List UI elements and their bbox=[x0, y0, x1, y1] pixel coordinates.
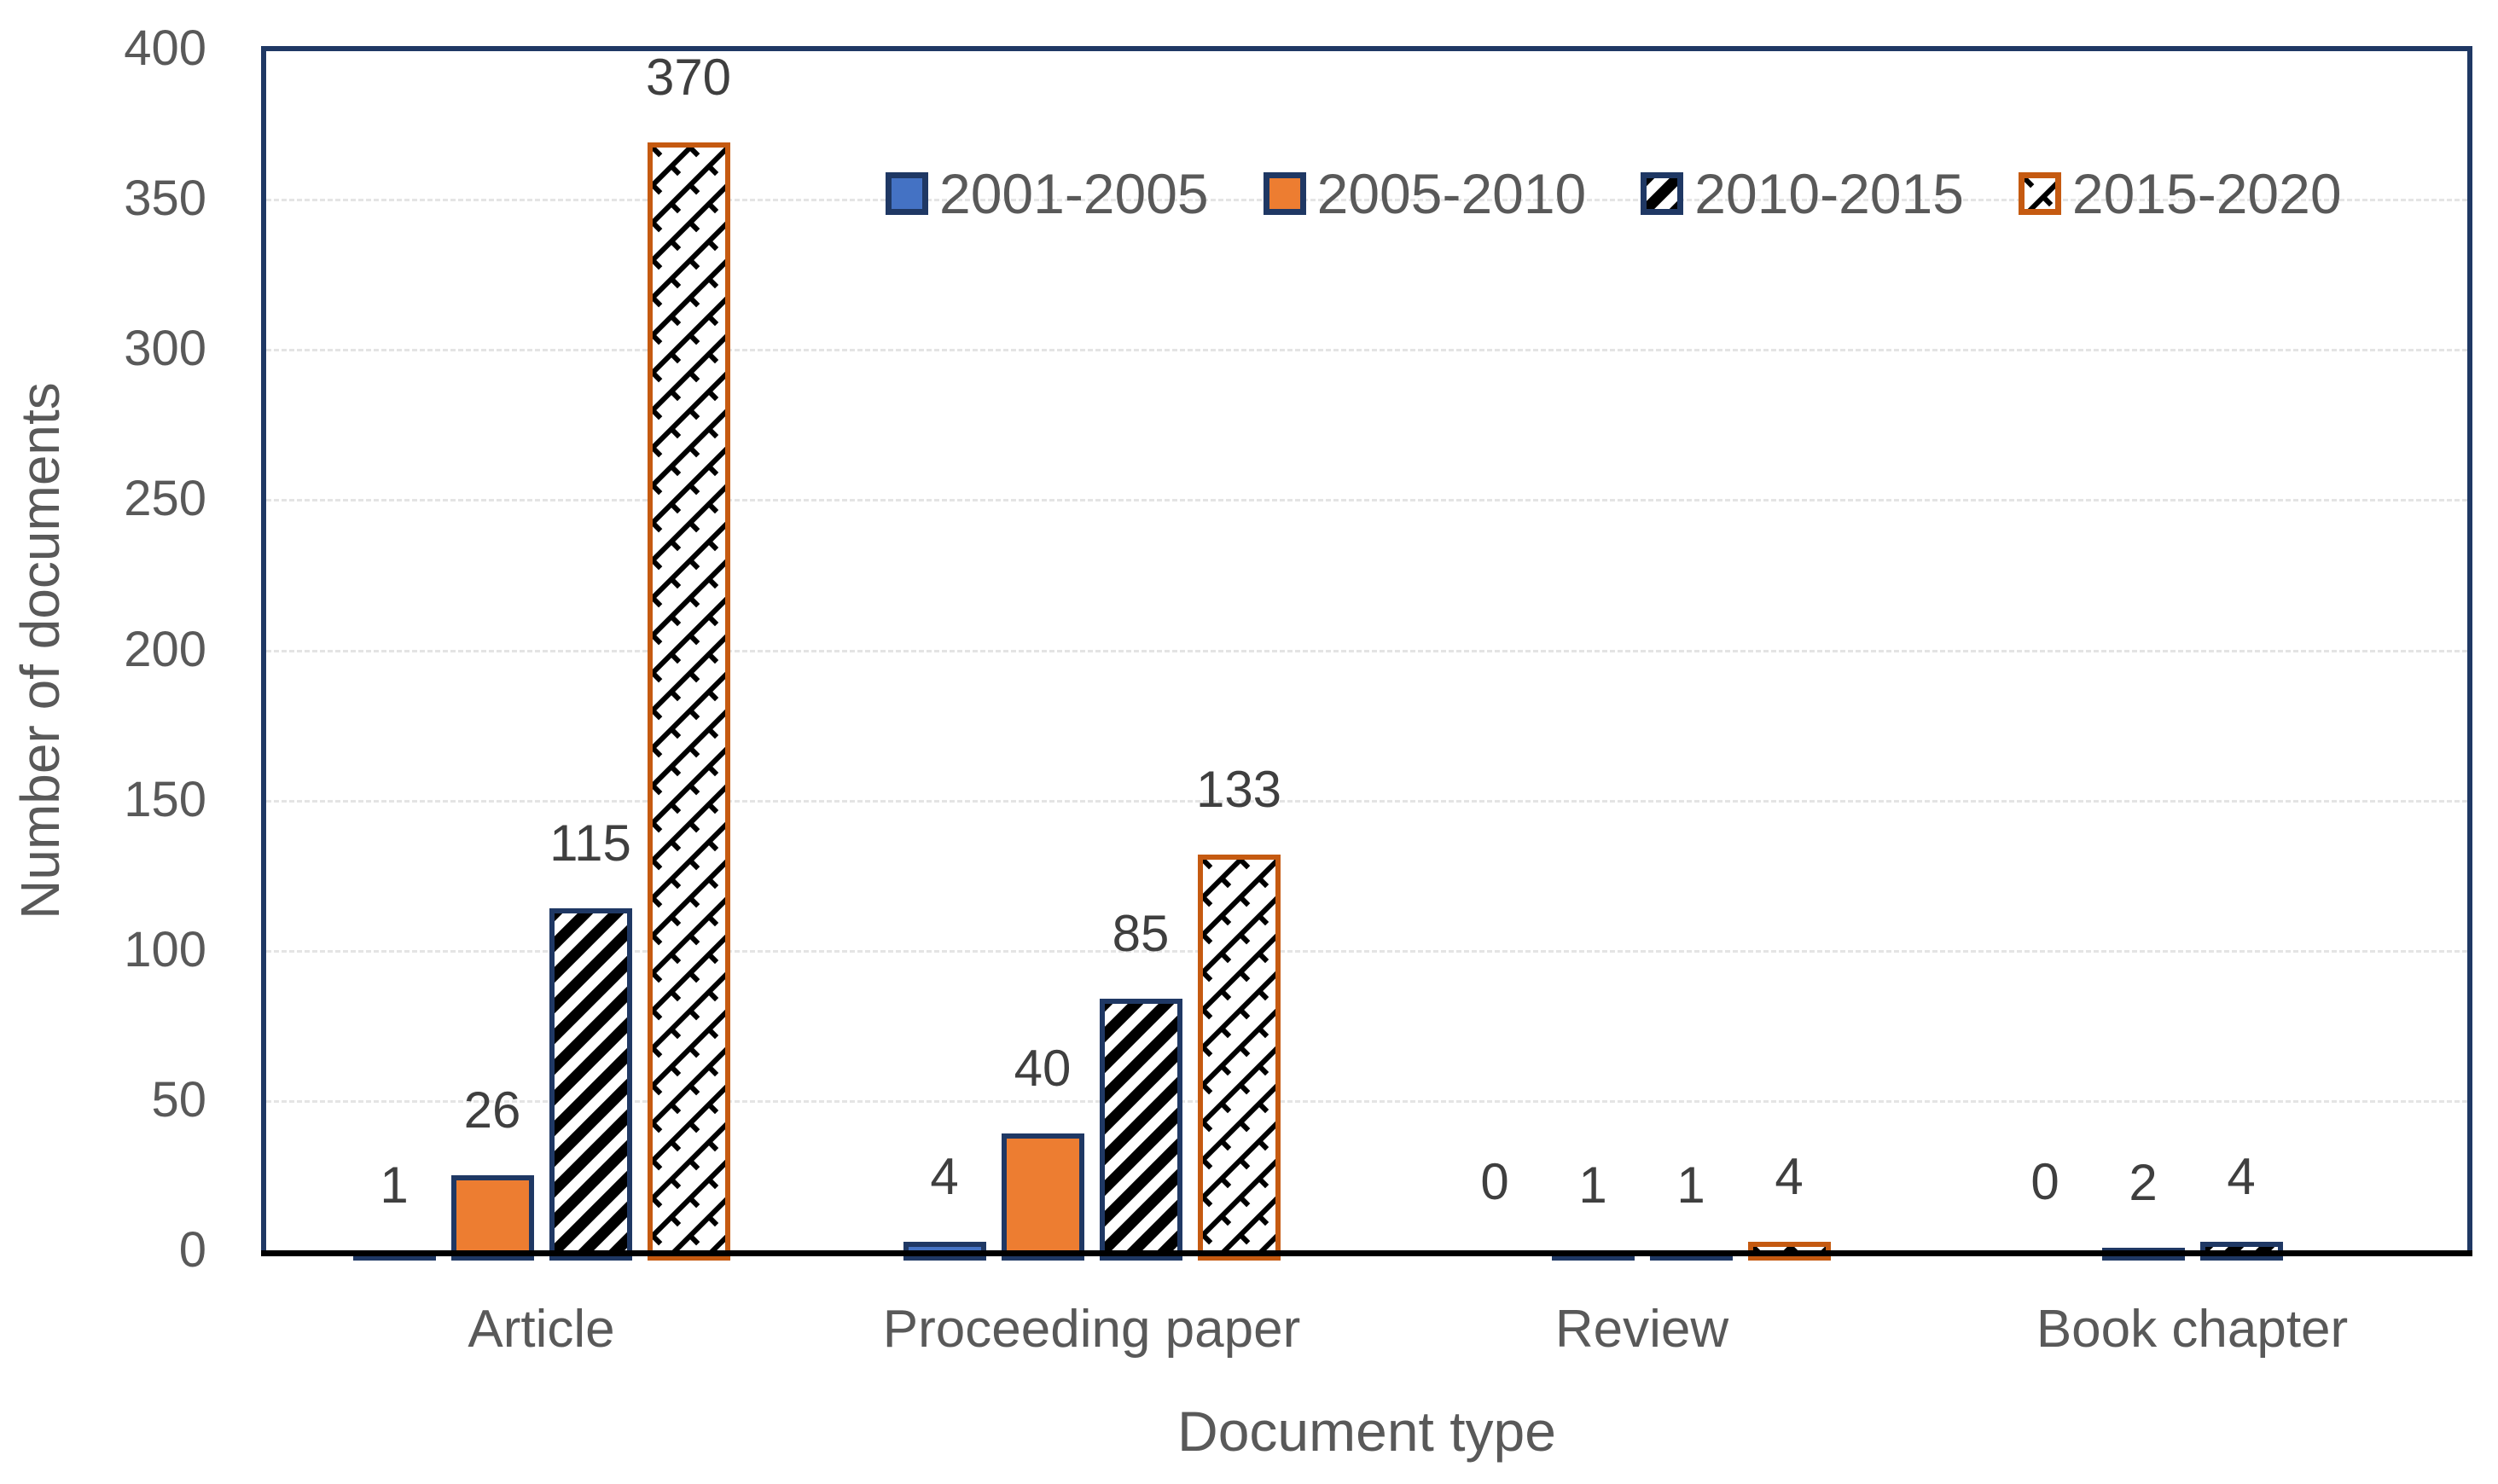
data-label-2010-2015-review: 1 bbox=[1676, 1156, 1705, 1214]
data-label-2010-2015-proceeding-paper: 85 bbox=[1112, 904, 1170, 962]
data-label-2015-2020-review: 4 bbox=[1775, 1147, 1804, 1205]
y-axis-title: Number of documents bbox=[9, 382, 71, 919]
gridline-300 bbox=[266, 349, 2467, 352]
y-tick-label-0: 0 bbox=[178, 1222, 206, 1278]
legend-swatch-diagonal-weave-icon bbox=[2018, 172, 2061, 215]
y-tick-label-400: 400 bbox=[124, 20, 206, 76]
x-axis-line bbox=[261, 1250, 2472, 1256]
y-tick-label-100: 100 bbox=[124, 921, 206, 977]
gridline-350 bbox=[266, 199, 2467, 202]
gridline-200 bbox=[266, 649, 2467, 652]
y-tick-label-200: 200 bbox=[124, 621, 206, 677]
legend-item-2001-2005: 2001-2005 bbox=[886, 164, 1209, 223]
x-axis-title: Document type bbox=[1177, 1400, 1556, 1463]
category-label-proceeding-paper: Proceeding paper bbox=[882, 1300, 1301, 1359]
category-label-review: Review bbox=[1554, 1300, 1729, 1359]
y-tick-label-350: 350 bbox=[124, 171, 206, 227]
category-label-book-chapter: Book chapter bbox=[2036, 1300, 2349, 1359]
data-label-2001-2005-proceeding-paper: 4 bbox=[930, 1147, 959, 1205]
data-label-2010-2015-book-chapter: 4 bbox=[2227, 1147, 2256, 1205]
bar-2005-2010-proceeding-paper bbox=[1001, 1133, 1084, 1261]
bar-2010-2015-proceeding-paper bbox=[1099, 998, 1182, 1261]
bar-2015-2020-article bbox=[647, 142, 730, 1261]
bar-2015-2020-proceeding-paper bbox=[1197, 854, 1281, 1261]
gridline-50 bbox=[266, 1099, 2467, 1103]
data-label-2005-2010-review: 1 bbox=[1578, 1156, 1607, 1214]
y-tick-label-50: 50 bbox=[151, 1071, 206, 1127]
legend-item-2015-2020: 2015-2020 bbox=[2018, 162, 2342, 225]
data-label-2001-2005-review: 0 bbox=[1480, 1153, 1509, 1210]
legend-swatch-solid-icon bbox=[886, 172, 928, 215]
bar-2010-2015-article bbox=[549, 907, 632, 1261]
y-tick-label-300: 300 bbox=[124, 321, 206, 377]
legend: 2001-2005 2005-2010 2010-2015 2015-2020 bbox=[886, 164, 2342, 223]
data-label-2015-2020-proceeding-paper: 133 bbox=[1195, 760, 1282, 818]
legend-item-2005-2010: 2005-2010 bbox=[1263, 162, 1587, 225]
category-label-article: Article bbox=[468, 1300, 615, 1359]
data-label-2015-2020-article: 370 bbox=[645, 48, 732, 106]
gridline-150 bbox=[266, 799, 2467, 803]
gridline-100 bbox=[266, 949, 2467, 953]
y-tick-label-150: 150 bbox=[124, 771, 206, 827]
data-label-2010-2015-article: 115 bbox=[549, 814, 631, 872]
legend-item-2010-2015: 2010-2015 bbox=[1641, 164, 1964, 223]
legend-label-2001-2005: 2001-2005 bbox=[939, 162, 1209, 225]
legend-swatch-diagonal-stripe-icon bbox=[1641, 172, 1684, 215]
data-label-2005-2010-article: 26 bbox=[463, 1081, 521, 1139]
bar-2005-2010-article bbox=[450, 1175, 534, 1261]
gridline-250 bbox=[266, 499, 2467, 502]
y-tick-label-250: 250 bbox=[124, 471, 206, 527]
data-label-2001-2005-article: 1 bbox=[380, 1156, 409, 1214]
data-label-2005-2010-proceeding-paper: 40 bbox=[1014, 1040, 1072, 1098]
data-label-2001-2005-book-chapter: 0 bbox=[2030, 1153, 2059, 1210]
plot-area-border bbox=[261, 46, 2472, 1256]
data-label-2005-2010-book-chapter: 2 bbox=[2129, 1153, 2158, 1211]
legend-label-2005-2010: 2005-2010 bbox=[1316, 162, 1587, 225]
legend-label-2010-2015: 2010-2015 bbox=[1694, 162, 1964, 225]
legend-swatch-solid-icon bbox=[1263, 172, 1306, 215]
legend-label-2015-2020: 2015-2020 bbox=[2071, 162, 2342, 225]
